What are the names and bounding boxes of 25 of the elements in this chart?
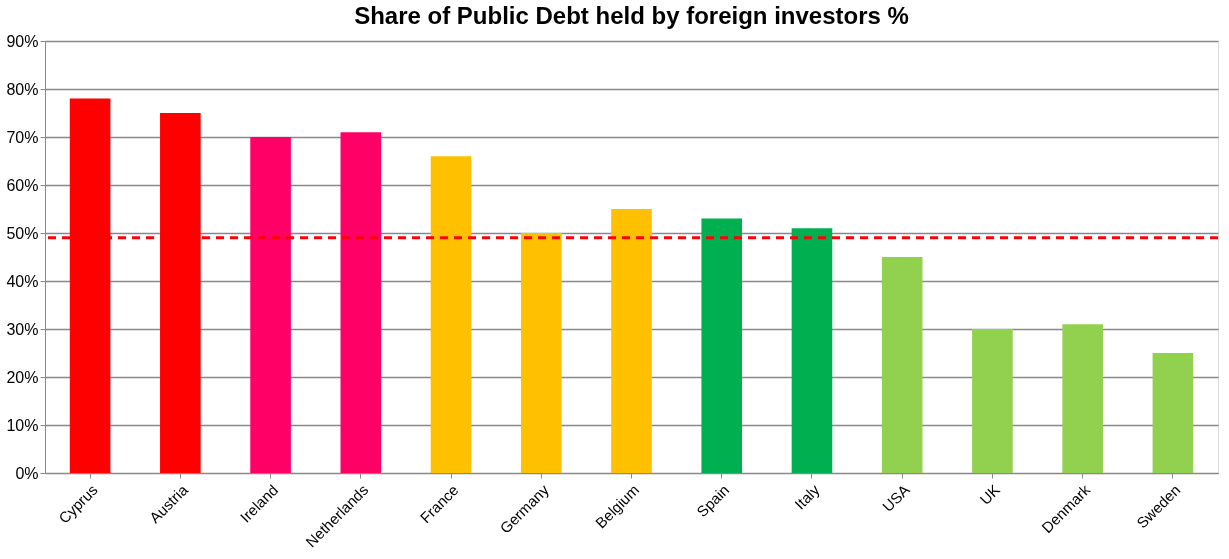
bar [430, 156, 472, 473]
bar [1062, 324, 1103, 473]
bar [701, 218, 743, 473]
y-tick-label: 80% [6, 80, 39, 98]
bar [881, 257, 923, 473]
y-tick-label: 10% [6, 416, 39, 434]
bar [1152, 353, 1194, 473]
y-tick-label: 50% [6, 224, 39, 242]
y-tick-label: 30% [6, 320, 39, 338]
x-tick-label: UK [976, 481, 1004, 508]
bar [791, 228, 833, 473]
bar [520, 233, 562, 473]
y-tick-label: 70% [6, 128, 39, 146]
chart-title: Share of Public Debt held by foreign investors % [354, 2, 909, 29]
y-tick-label: 0% [15, 464, 39, 482]
bar [250, 137, 291, 473]
y-tick-label: 60% [6, 176, 39, 194]
x-tick-label: USA [878, 481, 913, 515]
y-tick-label: 20% [6, 368, 39, 386]
y-tick-label: 90% [6, 32, 39, 50]
y-tick-label: 40% [6, 272, 39, 290]
x-tick-label: Italy [791, 480, 823, 513]
bar [340, 132, 382, 473]
bar [611, 209, 652, 473]
bar [972, 329, 1013, 473]
